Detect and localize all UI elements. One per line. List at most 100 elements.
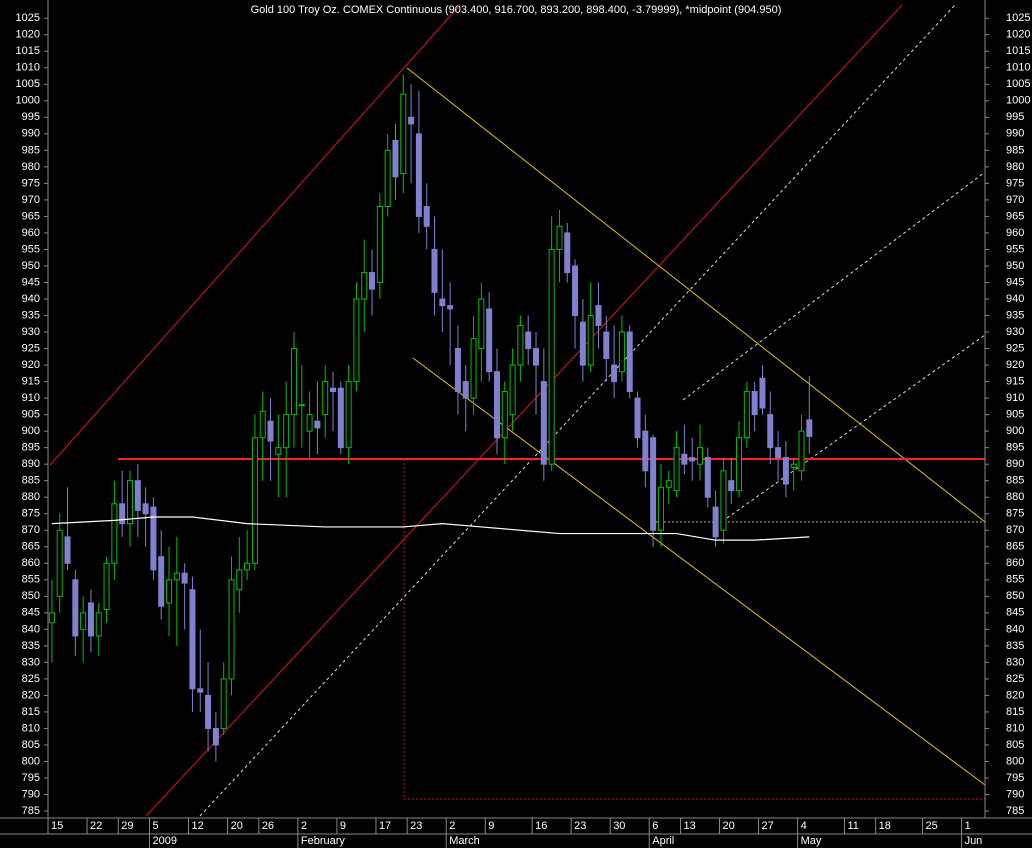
y-tick-label: 945 — [22, 276, 40, 288]
candle-body — [603, 331, 610, 359]
y-tick-label: 915 — [22, 376, 40, 388]
y-tick-label: 945 — [1006, 276, 1024, 288]
y-tick-label: 965 — [1006, 210, 1024, 222]
y-tick-label: 880 — [22, 491, 40, 503]
y-tick-label: 820 — [1006, 689, 1024, 701]
y-tick-label: 850 — [1006, 590, 1024, 602]
candle-body — [673, 447, 680, 492]
candle-body — [712, 506, 719, 538]
x-tick-label: 22 — [90, 820, 102, 832]
x-tick-label: 26 — [262, 820, 274, 832]
candle-body — [306, 414, 313, 432]
month-label: April — [652, 835, 674, 847]
candle-body — [540, 381, 547, 465]
candle-body — [322, 381, 329, 416]
candle-body — [689, 457, 696, 462]
candle-body — [173, 572, 180, 581]
y-tick-label: 925 — [1006, 342, 1024, 354]
y-tick-label: 785 — [22, 805, 40, 817]
candle-body — [392, 139, 399, 178]
y-tick-label: 855 — [22, 574, 40, 586]
channel-line — [145, 4, 903, 817]
y-tick-label: 995 — [1006, 111, 1024, 123]
y-tick-label: 920 — [1006, 359, 1024, 371]
candle-body — [548, 248, 555, 465]
candle-body — [330, 387, 337, 393]
y-tick-label: 790 — [1006, 788, 1024, 800]
candle-body — [611, 364, 618, 383]
y-tick-label: 835 — [22, 640, 40, 652]
y-tick-label: 785 — [1006, 805, 1024, 817]
x-tick-label: 4 — [801, 820, 807, 832]
x-tick-label: 23 — [410, 820, 422, 832]
candle-body — [696, 447, 703, 465]
candle-body — [533, 348, 540, 366]
y-tick-label: 1025 — [16, 12, 40, 24]
candle-body — [751, 391, 758, 416]
y-tick-label: 940 — [22, 293, 40, 305]
y-tick-label: 950 — [1006, 260, 1024, 272]
x-tick-label: 13 — [683, 820, 695, 832]
candle-body — [220, 678, 227, 729]
candle-body — [212, 727, 219, 746]
candle-body — [236, 569, 243, 591]
candle-body — [134, 480, 141, 511]
candle-body — [665, 480, 672, 488]
x-tick-label: 20 — [231, 820, 243, 832]
y-tick-label: 980 — [1006, 161, 1024, 173]
y-tick-label: 885 — [22, 475, 40, 487]
y-tick-label: 890 — [22, 458, 40, 470]
candle-body — [650, 437, 657, 531]
candle-body — [197, 688, 204, 693]
y-tick-label: 910 — [22, 392, 40, 404]
x-tick-label: 17 — [379, 820, 391, 832]
y-tick-label: 840 — [22, 623, 40, 635]
y-tick-label: 955 — [1006, 243, 1024, 255]
y-tick-label: 980 — [22, 161, 40, 173]
y-tick-label: 875 — [22, 508, 40, 520]
y-tick-label: 815 — [1006, 706, 1024, 718]
y-tick-label: 825 — [1006, 673, 1024, 685]
y-tick-label: 860 — [22, 557, 40, 569]
x-tick-label: 30 — [613, 820, 625, 832]
y-tick-label: 890 — [1006, 458, 1024, 470]
candle-body — [736, 437, 743, 492]
y-tick-label: 865 — [1006, 541, 1024, 553]
x-tick-label: 23 — [574, 820, 586, 832]
y-tick-label: 795 — [1006, 772, 1024, 784]
candle-body — [189, 589, 196, 690]
candle-body — [806, 419, 813, 437]
x-tick-label: 25 — [926, 820, 938, 832]
candle-body — [48, 612, 55, 624]
y-tick-label: 865 — [22, 541, 40, 553]
x-tick-label: 15 — [51, 820, 63, 832]
candle-body — [423, 206, 430, 227]
candle-body — [64, 536, 71, 564]
candle-body — [361, 272, 368, 300]
candle-body — [228, 579, 235, 680]
month-label: May — [801, 835, 822, 847]
candle-body — [376, 206, 383, 283]
y-tick-label: 830 — [1006, 656, 1024, 668]
y-tick-label: 975 — [1006, 177, 1024, 189]
candle-body — [743, 391, 750, 439]
candle-body — [205, 694, 212, 729]
moving-average — [51, 516, 810, 541]
candle-body — [283, 414, 290, 449]
candle-body — [486, 308, 493, 373]
candle-body — [564, 232, 571, 274]
candle-body — [782, 457, 789, 485]
y-tick-label: 925 — [22, 342, 40, 354]
y-tick-label: 870 — [1006, 524, 1024, 536]
y-tick-label: 905 — [1006, 409, 1024, 421]
y-tick-label: 875 — [1006, 508, 1024, 520]
x-tick-label: 9 — [488, 820, 494, 832]
candle-body — [704, 457, 711, 498]
candle-body — [80, 612, 87, 630]
candle-body — [642, 430, 649, 472]
y-tick-label: 965 — [22, 210, 40, 222]
month-label: 2009 — [153, 835, 177, 847]
y-tick-label: 885 — [1006, 475, 1024, 487]
y-tick-label: 1025 — [1006, 12, 1030, 24]
x-tick-label: 20 — [723, 820, 735, 832]
